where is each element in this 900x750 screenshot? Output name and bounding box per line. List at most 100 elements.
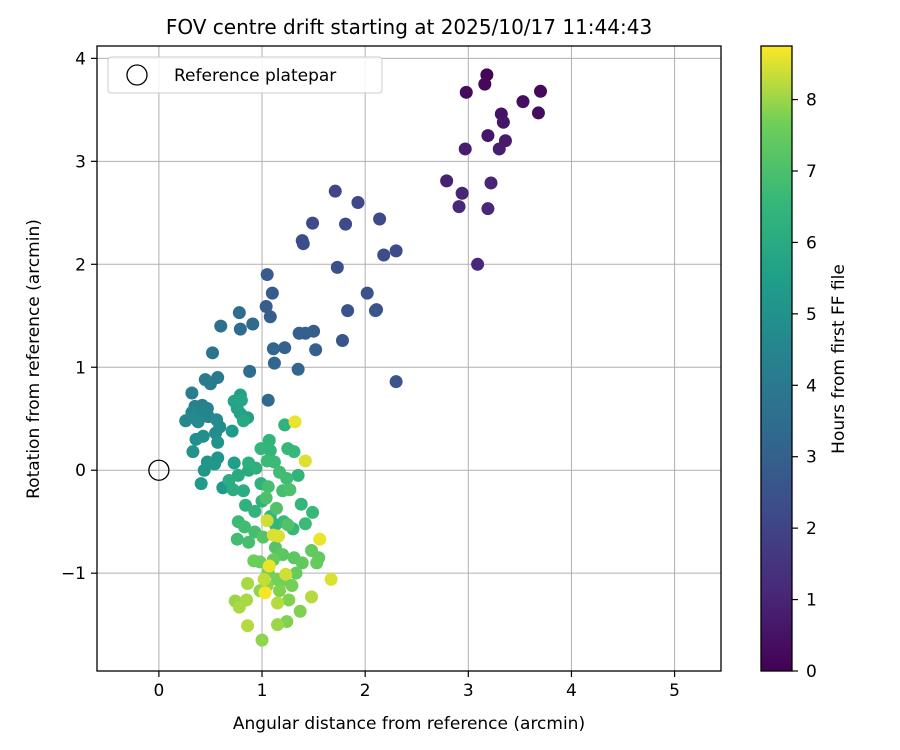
scatter-point <box>287 445 301 459</box>
scatter-point <box>185 386 199 400</box>
colorbar-tick-label: 6 <box>806 233 817 253</box>
reference-platepar-marker <box>148 459 170 481</box>
scatter-point <box>259 300 273 314</box>
colorbar-ticks: 0 1 2 3 4 5 6 7 8 <box>792 91 817 682</box>
scatter-point <box>484 176 498 190</box>
scatter-point <box>295 556 309 570</box>
scatter-point <box>262 559 276 573</box>
scatter-point <box>309 343 323 357</box>
scatter-point <box>206 346 220 360</box>
colorbar-tick-label: 1 <box>806 591 817 611</box>
scatter-point <box>298 454 312 468</box>
scatter-point <box>278 418 292 432</box>
scatter-point <box>328 184 342 198</box>
scatter-point <box>481 129 495 143</box>
scatter-point <box>214 319 228 333</box>
colorbar-tick-label: 2 <box>806 519 817 539</box>
scatter-point <box>458 142 472 156</box>
scatter-point <box>265 286 279 300</box>
scatter-point <box>310 556 324 570</box>
scatter-point <box>267 356 281 370</box>
grid <box>97 46 721 671</box>
scatter-point <box>291 468 305 482</box>
scatter-point <box>306 216 320 230</box>
x-axis-label: Angular distance from reference (arcmin) <box>233 714 585 734</box>
scatter-point <box>261 480 275 494</box>
scatter-point <box>246 317 260 331</box>
scatter-point <box>203 377 217 391</box>
scatter-point <box>247 554 261 568</box>
legend-label: Reference platepar <box>174 66 336 86</box>
scatter-point <box>459 85 473 99</box>
plot-frame <box>96 45 722 672</box>
scatter-point <box>239 498 253 512</box>
chart-title: FOV centre drift starting at 2025/10/17 … <box>166 15 652 39</box>
scatter-point <box>243 364 257 378</box>
scatter-point <box>293 604 307 618</box>
x-axis-ticks: 0 1 2 3 4 5 <box>153 671 680 701</box>
scatter-point <box>294 497 308 511</box>
scatter-point <box>257 572 271 586</box>
scatter-point <box>455 186 469 200</box>
scatter-point <box>377 248 391 262</box>
scatter-point <box>496 115 510 129</box>
y-tick-label: 3 <box>75 152 86 172</box>
scatter-point <box>240 593 254 607</box>
scatter-point <box>230 532 244 546</box>
scatter-point <box>263 444 277 458</box>
scatter-point <box>262 433 276 447</box>
colorbar-tick-label: 4 <box>806 376 817 396</box>
scatter-point <box>225 424 239 438</box>
scatter-point <box>227 456 241 470</box>
scatter-point <box>278 341 292 355</box>
scatter-point <box>313 532 327 546</box>
x-tick-label: 5 <box>669 681 680 701</box>
colorbar-tick-label: 5 <box>806 305 817 325</box>
scatter-point <box>296 237 310 251</box>
scatter-point <box>373 212 387 226</box>
colorbar-tick-label: 0 <box>806 662 817 682</box>
scatter-point <box>440 174 454 188</box>
scatter-point <box>232 306 246 320</box>
scatter-point <box>248 504 262 518</box>
colorbar <box>760 45 793 672</box>
scatter-point <box>191 415 205 429</box>
scatter-point <box>197 463 211 477</box>
legend-reference-marker <box>126 64 148 86</box>
scatter-point <box>241 619 255 633</box>
scatter-point <box>189 432 203 446</box>
scatter-point <box>241 576 255 590</box>
scatter-point <box>194 477 208 491</box>
y-tick-label: −1 <box>61 564 86 584</box>
x-tick-label: 0 <box>153 681 164 701</box>
y-axis-label: Rotation from reference (arcmin) <box>24 219 44 499</box>
scatter-point <box>471 257 485 271</box>
scatter-point <box>389 375 403 389</box>
scatter-point <box>291 362 305 376</box>
scatter-point <box>324 572 338 586</box>
scatter-point <box>260 514 274 528</box>
scatter-point <box>351 196 365 210</box>
scatter-point <box>249 461 263 475</box>
scatter-point <box>298 326 312 340</box>
scatter-point <box>242 535 256 549</box>
scatter-points <box>179 68 548 647</box>
reference-marker-group <box>148 459 170 481</box>
y-tick-label: 1 <box>75 358 86 378</box>
scatter-point <box>481 202 495 216</box>
legend-box <box>107 56 383 94</box>
y-tick-label: 4 <box>75 49 86 69</box>
x-tick-label: 2 <box>360 681 371 701</box>
scatter-point <box>534 84 548 98</box>
scatter-point <box>256 530 270 544</box>
scatter-point <box>285 579 299 593</box>
scatter-point <box>261 393 275 407</box>
y-axis-ticks: −1 0 1 2 3 4 <box>61 49 97 584</box>
scatter-point <box>280 471 294 485</box>
scatter-point <box>283 483 297 497</box>
colorbar-tick-label: 7 <box>806 162 817 182</box>
x-tick-label: 1 <box>257 681 268 701</box>
legend: Reference platepar <box>107 56 383 94</box>
scatter-point <box>531 106 545 120</box>
scatter-point <box>339 217 353 231</box>
